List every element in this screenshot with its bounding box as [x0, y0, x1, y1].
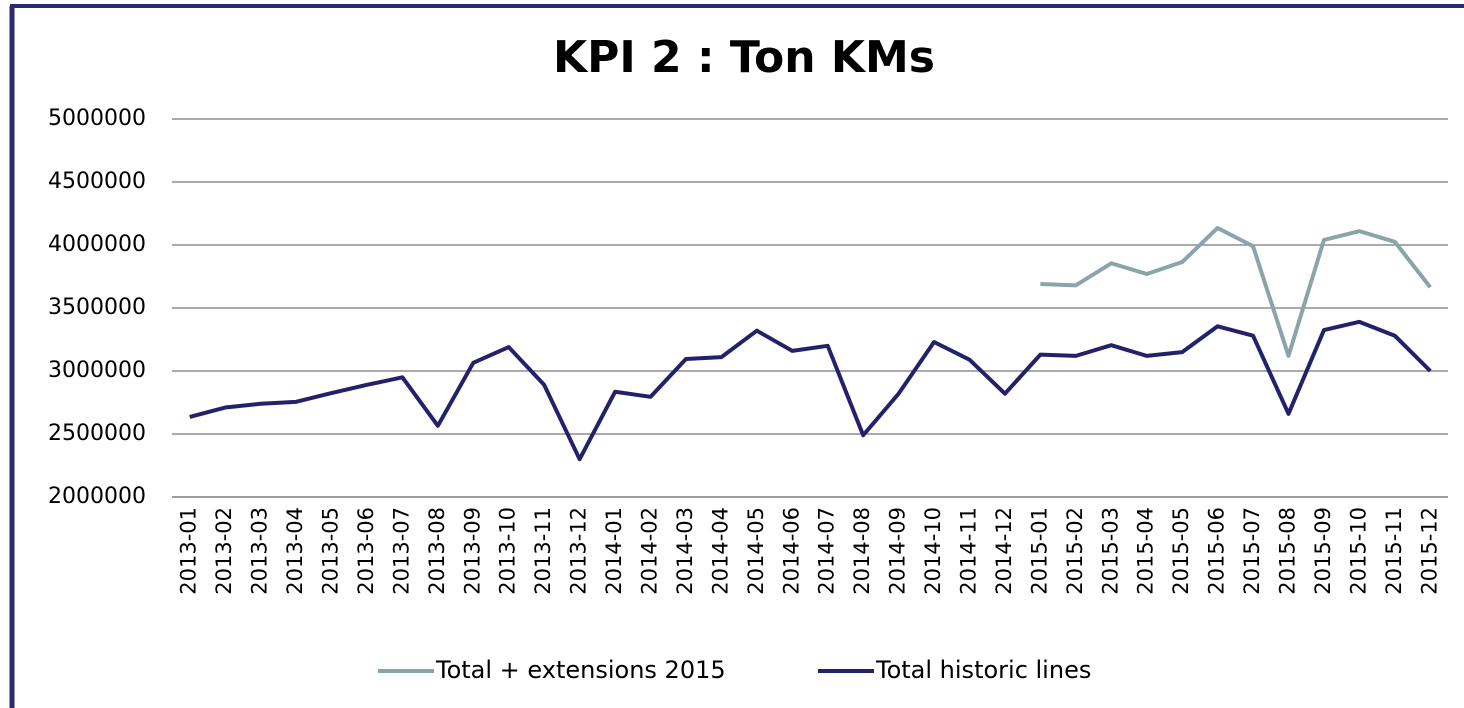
x-tick-label: 2014-08: [850, 507, 874, 595]
x-tick-label: 2014-06: [779, 507, 803, 595]
y-tick-label: 4000000: [48, 232, 146, 257]
x-tick-label: 2013-08: [425, 507, 449, 595]
x-tick-label: 2015-08: [1276, 507, 1300, 595]
x-tick-label: 2013-12: [567, 507, 591, 595]
x-tick-label: 2014-02: [638, 507, 662, 595]
series-line: [1040, 225, 1432, 358]
x-tick-label: 2014-11: [957, 507, 981, 595]
y-tick-label: 2500000: [48, 421, 146, 446]
x-tick-label: 2014-03: [673, 507, 697, 595]
x-tick-label: 2014-12: [992, 507, 1016, 595]
y-tick-label: 3000000: [48, 358, 146, 383]
x-tick-label: 2015-12: [1417, 507, 1441, 595]
y-tick-label: 2000000: [48, 484, 146, 509]
series-line: [189, 319, 1432, 462]
x-tick-label: 2013-01: [177, 507, 201, 595]
x-tick-label: 2013-10: [496, 507, 520, 595]
legend-label: Total + extensions 2015: [435, 656, 726, 684]
x-tick-label: 2013-07: [389, 507, 413, 595]
x-tick-label: 2015-02: [1063, 507, 1087, 595]
x-tick-label: 2013-11: [531, 507, 555, 595]
x-tick-label: 2015-03: [1098, 507, 1122, 595]
y-tick-label: 4500000: [48, 169, 146, 194]
x-tick-label: 2014-09: [886, 507, 910, 595]
x-tick-label: 2013-05: [319, 507, 343, 595]
x-tick-label: 2015-10: [1346, 507, 1370, 595]
y-tick-label: 5000000: [48, 106, 146, 131]
x-tick-label: 2013-06: [354, 507, 378, 595]
legend-label: Total historic lines: [875, 656, 1091, 684]
x-tick-label: 2015-11: [1382, 507, 1406, 595]
chart-title: KPI 2 : Ton KMs: [553, 32, 935, 83]
x-tick-label: 2013-03: [248, 507, 272, 595]
x-tick-label: 2015-06: [1205, 507, 1229, 595]
x-tick-label: 2013-09: [460, 507, 484, 595]
x-tick-label: 2015-09: [1311, 507, 1335, 595]
x-tick-label: 2014-01: [602, 507, 626, 595]
x-tick-label: 2015-05: [1169, 507, 1193, 595]
x-tick-label: 2014-04: [708, 507, 732, 595]
x-tick-label: 2015-04: [1134, 507, 1158, 595]
x-tick-label: 2015-07: [1240, 507, 1264, 595]
x-tick-label: 2015-01: [1027, 507, 1051, 595]
x-tick-label: 2014-07: [815, 507, 839, 595]
x-tick-label: 2014-10: [921, 507, 945, 595]
x-tick-label: 2014-05: [744, 507, 768, 595]
x-tick-label: 2013-04: [283, 507, 307, 595]
x-tick-label: 2013-02: [212, 507, 236, 595]
y-tick-label: 3500000: [48, 295, 146, 320]
